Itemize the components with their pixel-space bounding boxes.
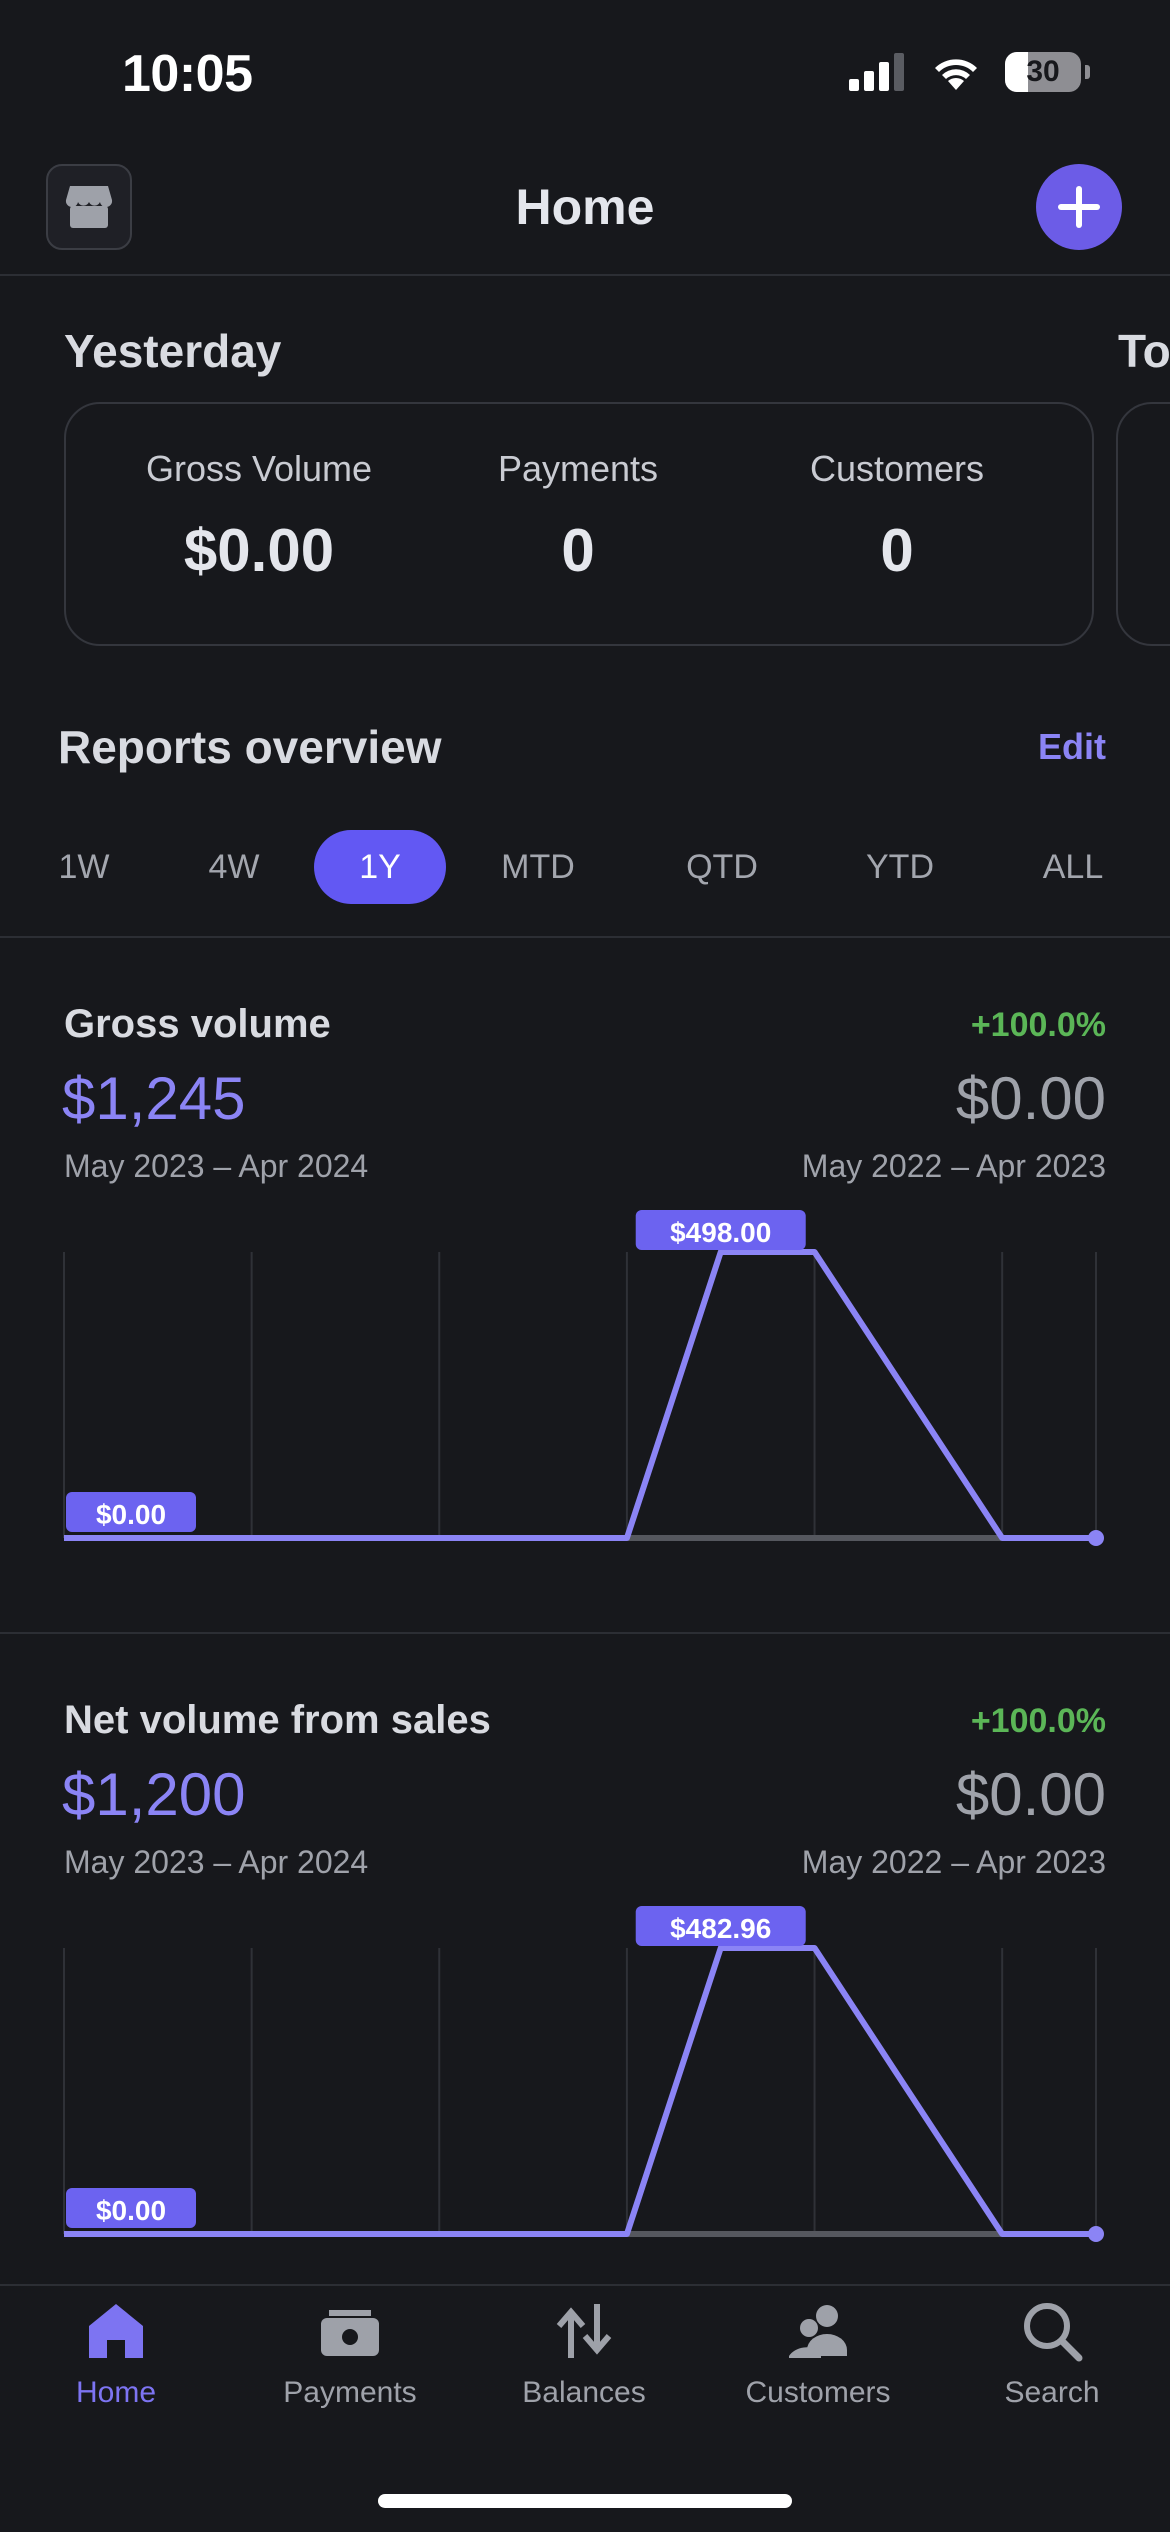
chart-value: $1,245 — [62, 1065, 246, 1132]
summary-heading: Yesterday — [64, 325, 282, 377]
section-divider — [0, 1632, 1170, 1634]
page-title: Home — [515, 179, 655, 235]
range-tab-mtd[interactable]: MTD — [501, 847, 575, 886]
search-icon — [1024, 2303, 1083, 2362]
chart-value: $1,200 — [62, 1761, 246, 1828]
metric-value: 0 — [561, 517, 595, 584]
metric-gross-volume: Gross Volume $0.00 — [99, 448, 419, 585]
chart-change: +100.0% — [970, 1006, 1106, 1044]
series-line — [64, 1249, 1096, 1541]
status-icons: 30 — [849, 52, 1090, 92]
series-line — [64, 1945, 1096, 2237]
plus-icon — [1058, 186, 1100, 228]
end-point — [1088, 1530, 1104, 1546]
tab-home[interactable]: Home — [6, 2300, 226, 2410]
range-tab-1w[interactable]: 1W — [58, 847, 110, 886]
start-label: $0.00 — [96, 1499, 166, 1530]
range-tab-4w[interactable]: 4W — [208, 847, 260, 886]
header-divider — [0, 274, 1170, 276]
edit-link[interactable]: Edit — [1038, 726, 1106, 767]
battery-icon: 30 — [1005, 52, 1090, 92]
peak-label-chip — [635, 1210, 806, 1250]
start-label-chip — [66, 2188, 196, 2228]
gross-volume-chart[interactable]: $498.00 $0.00 — [0, 1200, 1170, 1570]
chart-change: +100.0% — [970, 1702, 1106, 1740]
chart-prev-range: May 2022 – Apr 2023 — [801, 1148, 1106, 1184]
peak-label-chip — [635, 1906, 806, 1946]
chart-range: May 2023 – Apr 2024 — [64, 1844, 369, 1880]
tab-label: Balances — [522, 2376, 646, 2409]
store-button[interactable] — [46, 164, 132, 250]
range-tab-qtd[interactable]: QTD — [686, 847, 758, 886]
range-tab-1y[interactable]: 1Y — [314, 830, 446, 904]
customers-icon — [789, 2305, 847, 2358]
battery-level: 30 — [1026, 55, 1060, 88]
status-time: 10:05 — [122, 45, 253, 103]
balances-icon — [556, 2304, 612, 2358]
tab-bar — [0, 2284, 1170, 2532]
start-label-chip — [66, 1492, 196, 1532]
summary-card[interactable] — [64, 402, 1094, 646]
tab-payments[interactable]: Payments — [240, 2300, 460, 2410]
chart-prev-value: $0.00 — [955, 1761, 1106, 1828]
tab-label: Home — [75, 2376, 157, 2409]
peak-label: $482.96 — [670, 1913, 771, 1944]
tab-label: Payments — [283, 2376, 417, 2409]
wifi-icon — [935, 59, 977, 90]
end-point — [1088, 2226, 1104, 2242]
next-summary-card[interactable] — [1116, 402, 1170, 646]
tab-customers[interactable]: Customers — [708, 2300, 928, 2410]
storefront-icon — [65, 186, 113, 228]
tab-search[interactable]: Search — [942, 2300, 1162, 2410]
section-divider — [0, 936, 1170, 938]
add-button[interactable] — [1036, 164, 1122, 250]
tab-balances[interactable]: Balances — [474, 2300, 694, 2410]
metric-customers: Customers 0 — [737, 448, 1057, 585]
chart-prev-value: $0.00 — [955, 1065, 1106, 1132]
home-icon — [89, 2304, 143, 2358]
metric-value: $0.00 — [183, 517, 335, 584]
next-summary-heading: To — [1118, 325, 1170, 377]
metric-label: Customers — [809, 448, 985, 489]
metric-value: 0 — [880, 517, 914, 584]
peak-label: $498.00 — [670, 1217, 771, 1248]
tab-label: Customers — [745, 2376, 891, 2409]
signal-icon — [849, 53, 904, 91]
chart-range: May 2023 – Apr 2024 — [64, 1148, 369, 1184]
payments-icon — [321, 2310, 379, 2356]
chart-title: Gross volume — [64, 1002, 331, 1046]
net-volume-chart[interactable]: $482.96 $0.00 — [0, 1896, 1170, 2266]
metric-payments: Payments 0 — [418, 448, 738, 585]
tab-label: Search — [1004, 2376, 1100, 2409]
range-tab-ytd[interactable]: YTD — [866, 847, 934, 886]
reports-heading: Reports overview — [58, 721, 442, 773]
chart-prev-range: May 2022 – Apr 2023 — [801, 1844, 1106, 1880]
metric-label: Gross Volume — [145, 448, 373, 489]
chart-title: Net volume from sales — [64, 1698, 491, 1742]
home-indicator — [378, 2494, 792, 2508]
metric-label: Payments — [497, 448, 659, 489]
start-label: $0.00 — [96, 2195, 166, 2226]
range-tab-all[interactable]: ALL — [1042, 847, 1104, 886]
